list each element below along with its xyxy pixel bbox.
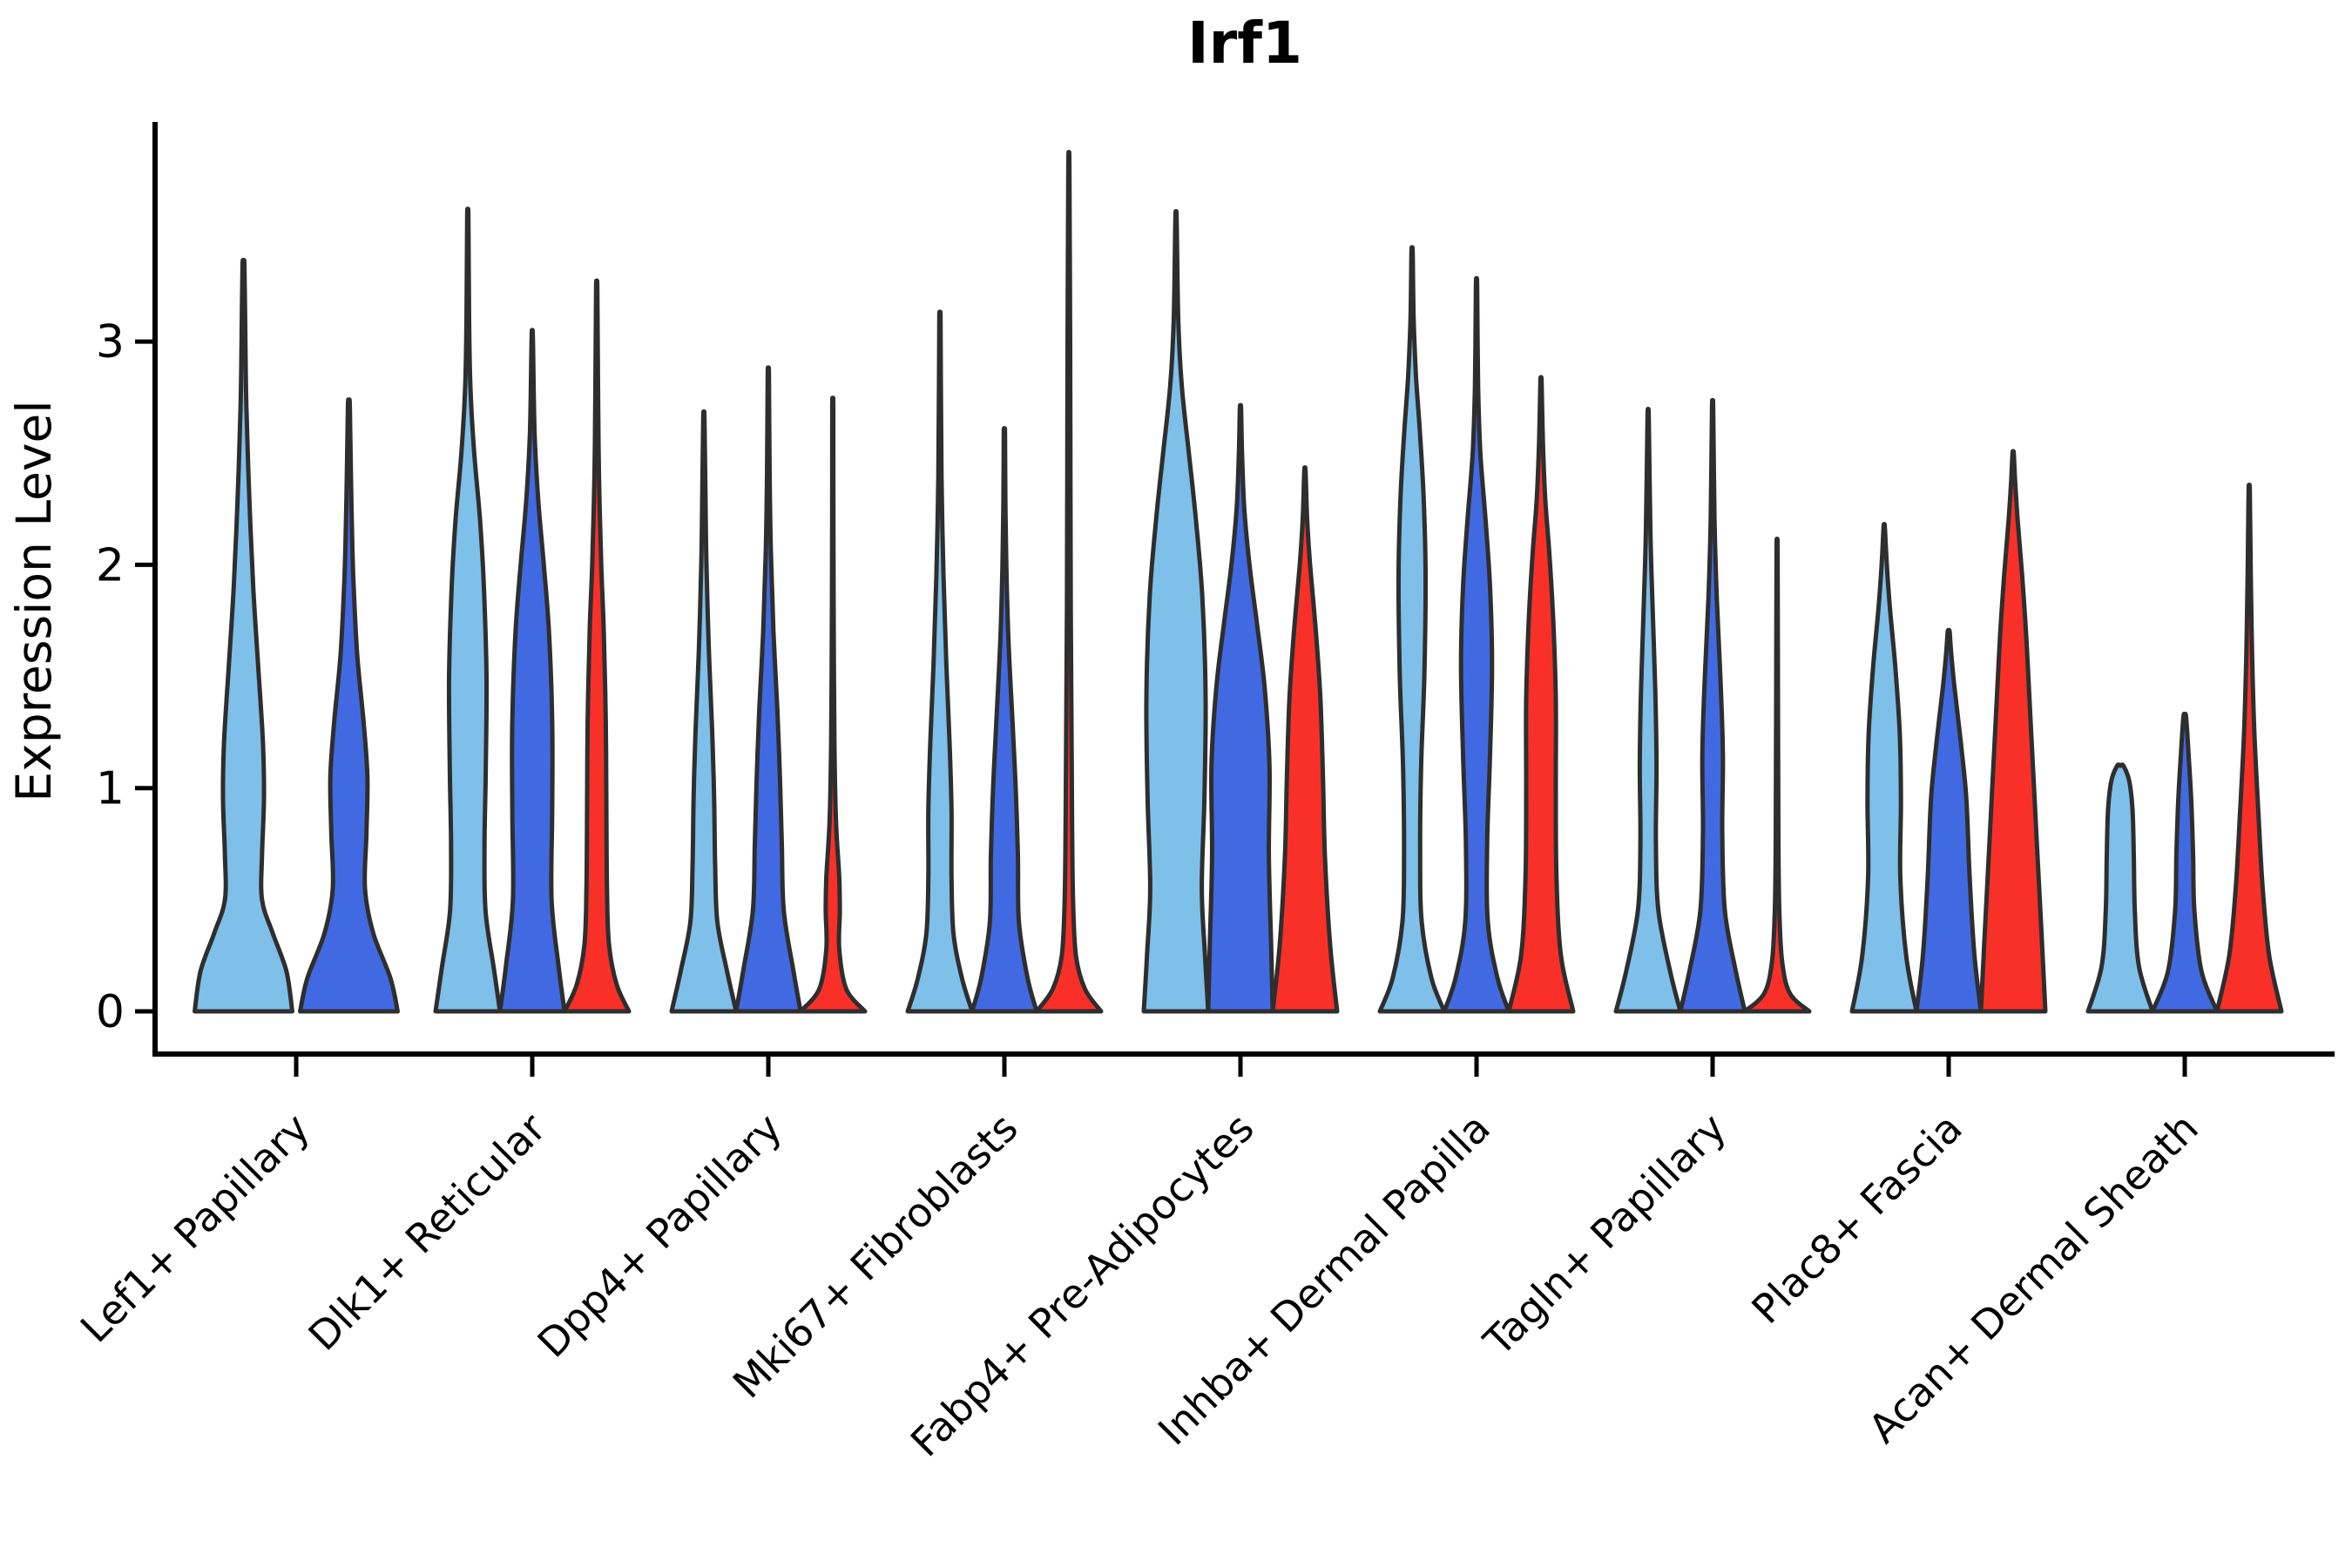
violin-6-dark_blue	[1442, 276, 1511, 1014]
violin-4-red	[1034, 150, 1104, 1014]
violin-3-light_blue	[669, 409, 739, 1014]
violin-8-light_blue	[1849, 522, 1919, 1014]
violin-6-light_blue	[1377, 245, 1447, 1014]
violin-3-dark_blue	[733, 365, 803, 1014]
violin-9-light_blue	[2085, 762, 2155, 1014]
violin-3-red	[798, 395, 868, 1014]
chart-title: Irf1	[1187, 10, 1302, 77]
x-tick-label: Dlk1+ Reticular	[300, 1105, 555, 1360]
violin-2-light_blue	[433, 206, 503, 1014]
x-tick-label: Dpp4+ Papillary	[529, 1105, 791, 1367]
violin-7-light_blue	[1613, 407, 1683, 1014]
violin-9-dark_blue	[2150, 711, 2220, 1014]
violin-8-red	[1978, 449, 2048, 1014]
violin-1-light_blue	[193, 258, 294, 1014]
violin-2-red	[562, 278, 632, 1014]
violin-7-red	[1742, 537, 1812, 1014]
violin-series	[193, 150, 2284, 1014]
y-axis-label: Expression Level	[6, 400, 62, 801]
violin-1-dark_blue	[298, 397, 400, 1014]
violin-4-light_blue	[905, 309, 975, 1014]
violin-2-dark_blue	[497, 328, 567, 1014]
x-tick-label: Tagln+ Papillary	[1474, 1105, 1735, 1366]
y-tick-label: 0	[96, 986, 125, 1038]
y-axis-ticks: 0 1 2 3	[96, 316, 155, 1038]
violin-6-red	[1506, 375, 1576, 1014]
violin-8-dark_blue	[1914, 627, 1984, 1014]
axes	[152, 122, 2335, 1057]
y-tick-label: 3	[96, 316, 125, 368]
y-tick-label: 2	[96, 539, 125, 591]
x-tick-label: Lef1+ Papillary	[71, 1105, 319, 1352]
violin-4-dark_blue	[970, 426, 1039, 1014]
violin-5-light_blue	[1141, 209, 1211, 1014]
violin-7-dark_blue	[1678, 398, 1747, 1014]
violin-9-red	[2214, 483, 2284, 1014]
violin-5-dark_blue	[1206, 402, 1275, 1014]
y-tick-label: 1	[96, 763, 125, 815]
violin-5-red	[1270, 465, 1340, 1014]
x-tick-label: Plac8+ Fascia	[1742, 1105, 1970, 1333]
